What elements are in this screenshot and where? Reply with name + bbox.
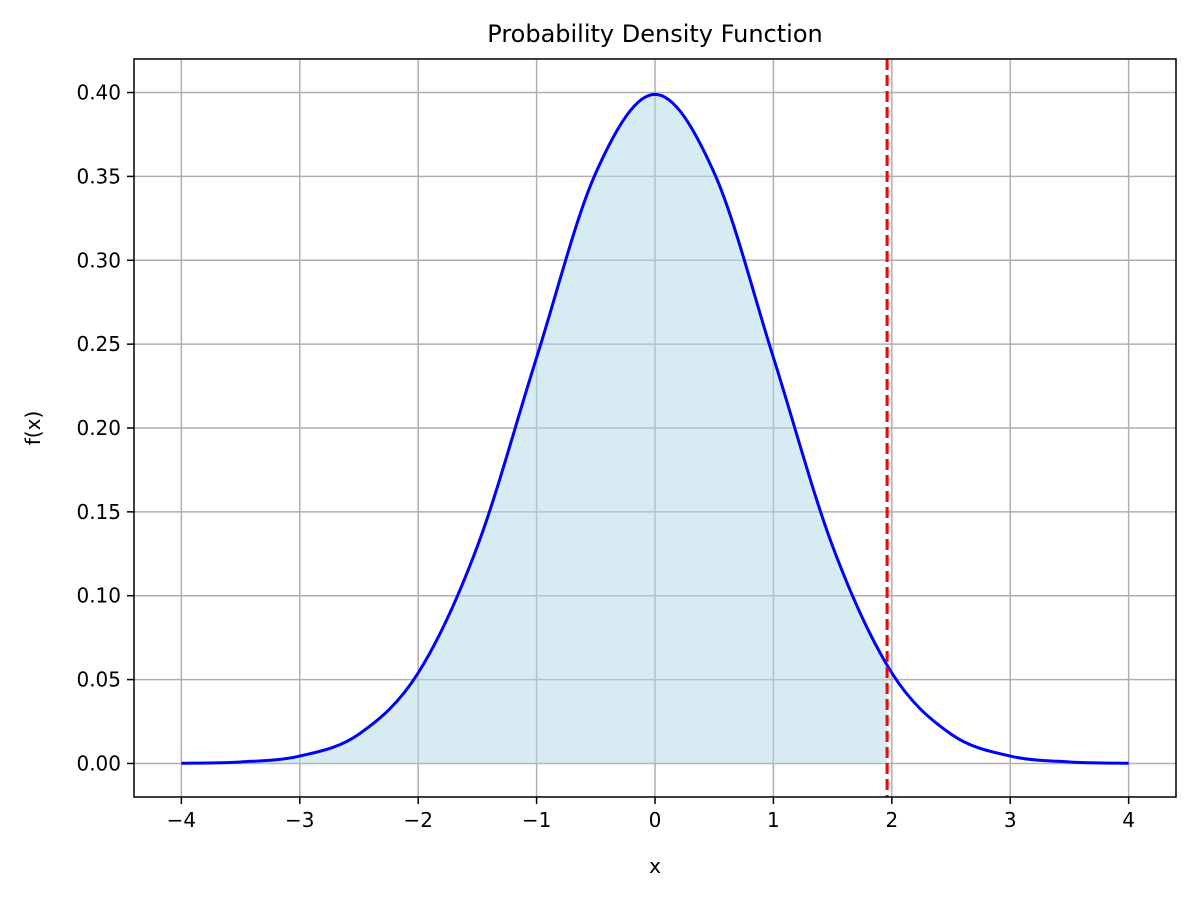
x-tick-label: −2 <box>403 808 432 832</box>
y-tick-label: 0.15 <box>76 500 121 524</box>
y-tick-label: 0.20 <box>76 416 121 440</box>
y-tick-label: 0.35 <box>76 164 121 188</box>
x-tick-label: 2 <box>885 808 898 832</box>
x-tick-label: 1 <box>767 808 780 832</box>
x-tick-label: 0 <box>649 808 662 832</box>
x-tick-label: −1 <box>522 808 551 832</box>
y-tick-label: 0.05 <box>76 668 121 692</box>
x-tick-label: 3 <box>1004 808 1017 832</box>
x-axis-label: x <box>649 854 661 878</box>
pdf-curve <box>181 92 1129 765</box>
chart-title: Probability Density Function <box>487 20 822 48</box>
x-tick-label: 4 <box>1122 808 1135 832</box>
y-tick-label: 0.40 <box>76 81 121 105</box>
y-tick-label: 0.00 <box>76 751 121 775</box>
ticks: −4 −3 −2 −1 0 1 2 3 4 0.00 0.05 0.10 0.15 0.20 0.25 0.3… <box>76 81 1135 832</box>
y-tick-label: 0.30 <box>76 248 121 272</box>
y-axis-label: f(x) <box>21 411 45 445</box>
y-tick-label: 0.25 <box>76 332 121 356</box>
y-tick-label: 0.10 <box>76 584 121 608</box>
x-tick-label: −3 <box>285 808 314 832</box>
x-tick-label: −4 <box>167 808 196 832</box>
shaded-area <box>181 94 888 764</box>
